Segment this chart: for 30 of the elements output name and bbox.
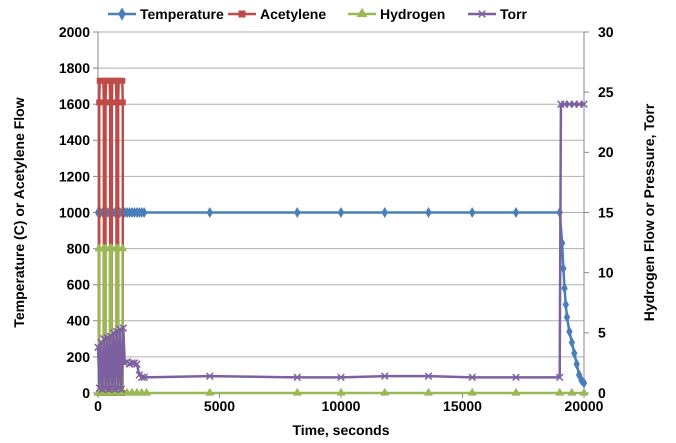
- y-tick-label: 1600: [58, 96, 90, 112]
- y2-axis-title: Hydrogen Flow or Pressure, Torr: [641, 103, 657, 322]
- y2-tick-label: 5: [598, 324, 606, 341]
- y-tick-label: 1800: [58, 60, 90, 76]
- legend-label: Torr: [500, 6, 528, 22]
- y-tick-label: 1200: [58, 168, 90, 184]
- y2-tick-label: 20: [598, 144, 614, 160]
- y2-tick-label: 30: [598, 24, 614, 40]
- y-tick-label: 800: [66, 240, 90, 256]
- y-axis-title: Temperature (C) or Acetylene Flow: [11, 97, 27, 328]
- x-tick-label: 15000: [443, 398, 482, 414]
- y-tick-label: 0: [82, 384, 90, 401]
- x-axis-title: Time, seconds: [292, 422, 390, 438]
- y-tick-label: 200: [66, 348, 90, 365]
- y-tick-label: 2000: [58, 24, 90, 40]
- x-tick-label: 10000: [322, 398, 361, 414]
- y2-tick-label: 15: [598, 204, 614, 220]
- legend-label: Temperature: [140, 6, 224, 22]
- y-tick-label: 1000: [58, 204, 90, 220]
- x-tick-label: 20000: [564, 398, 604, 414]
- y2-tick-label: 10: [598, 264, 614, 281]
- y-tick-label: 600: [66, 276, 90, 293]
- legend-label: Acetylene: [260, 6, 326, 22]
- legend-label: Hydrogen: [380, 6, 446, 22]
- y-tick-label: 1400: [58, 132, 90, 148]
- x-tick-label: 0: [94, 398, 102, 414]
- y-tick-label: 400: [66, 312, 90, 329]
- y2-tick-label: 0: [598, 384, 606, 401]
- y2-tick-label: 25: [598, 84, 614, 100]
- x-tick-label: 5000: [204, 398, 236, 414]
